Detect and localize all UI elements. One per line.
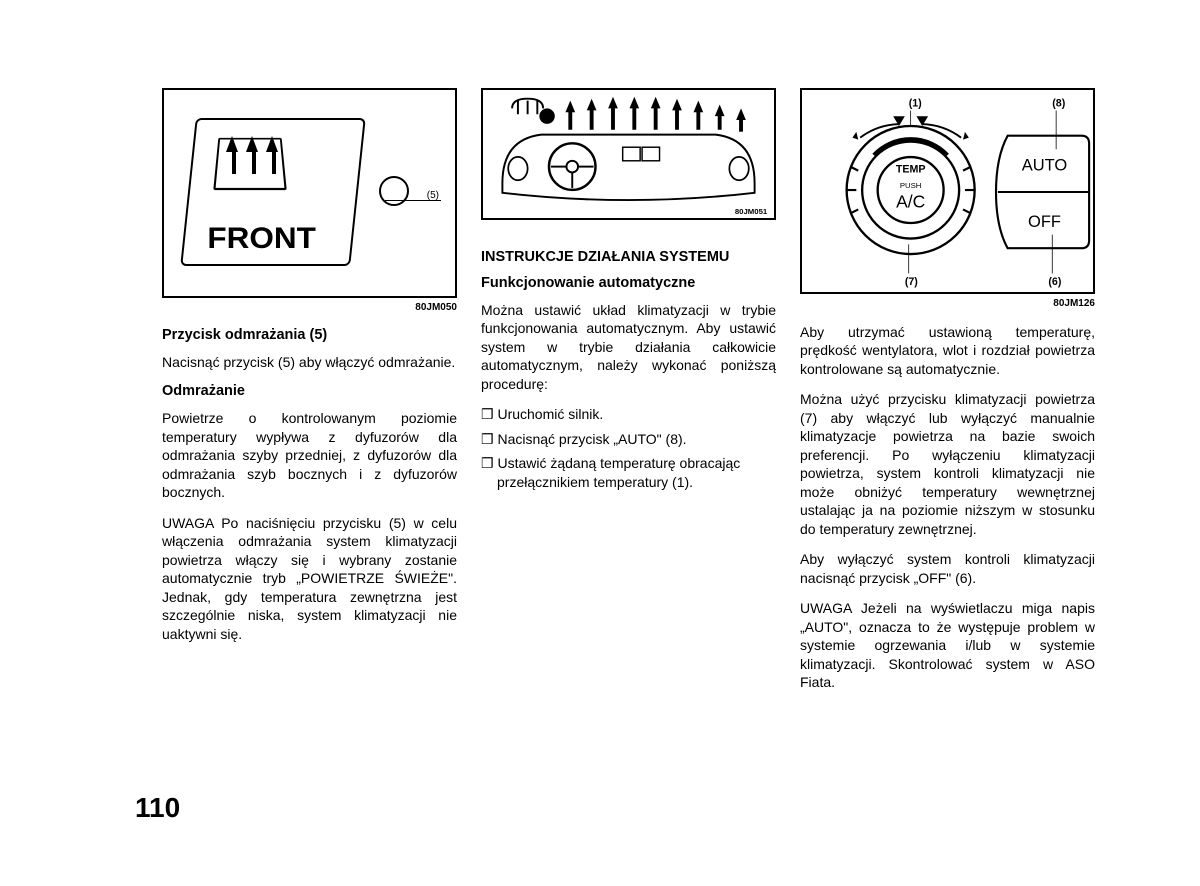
heading-defrost-button: Przycisk odmrażania (5) (162, 327, 457, 343)
page-content: FRONT (5) 80JM050 Przycisk odmrażania (5… (162, 88, 1095, 703)
body-text: Nacisnąć przycisk (5) aby włączyć odmraż… (162, 353, 457, 371)
heading-system-instructions: INSTRUKCJE DZIAŁANIA SYSTEMU (481, 249, 776, 265)
arrow-up-icon (266, 136, 278, 152)
indicator-circle-icon (379, 176, 409, 206)
arrow-stem (272, 152, 276, 174)
ac-label: A/C (896, 191, 925, 211)
off-label: OFF (1028, 213, 1061, 231)
figure-ac-dial: (1) (8) (7) (6) (800, 88, 1095, 294)
list-item: Ustawić żądaną temperaturę obracając prz… (481, 454, 776, 491)
figure-front-defrost: FRONT (5) (162, 88, 457, 298)
column-2: 80JM051 80JM051 INSTRUKCJE DZIAŁANIA SYS… (481, 88, 776, 703)
arrow-up-icon (246, 136, 258, 152)
figure-airflow-dashboard: 80JM051 (481, 88, 776, 220)
front-label: FRONT (207, 222, 315, 256)
figure-caption: 80JM050 (162, 302, 457, 313)
body-text: Można ustawić układ klimatyzacji w trybi… (481, 301, 776, 393)
arrow-up-icon (226, 136, 238, 152)
heading-defrost: Odmrażanie (162, 383, 457, 399)
body-text: Aby wyłączyć system kontroli klimatyzacj… (800, 550, 1095, 587)
push-label: PUSH (900, 181, 922, 190)
arrow-stem (232, 152, 236, 174)
auto-label: AUTO (1022, 157, 1068, 175)
callout-1: (1) (909, 98, 922, 110)
page-number: 110 (135, 792, 180, 824)
list-item: Uruchomić silnik. (481, 405, 776, 423)
callout-6: (6) (1048, 276, 1061, 288)
body-text: Można użyć przycisku klimatyzacji powiet… (800, 390, 1095, 538)
body-text-note: UWAGA Jeżeli na wyświetlaczu miga napis … (800, 599, 1095, 691)
list-item: Nacisnąć przycisk „AUTO" (8). (481, 430, 776, 448)
callout-5: (5) (427, 190, 439, 201)
body-text-note: UWAGA Po naciśnięciu przycisku (5) w cel… (162, 514, 457, 643)
ac-dial-svg: (1) (8) (7) (6) (802, 90, 1093, 292)
body-text: Powietrze o kontrolowanym poziomie tempe… (162, 409, 457, 501)
heading-auto-operation: Funkcjonowanie automatyczne (481, 275, 776, 291)
airflow-svg: 80JM051 (483, 90, 774, 218)
figure-caption: 80JM126 (800, 298, 1095, 309)
callout-7: (7) (905, 276, 918, 288)
caption-in-svg: 80JM051 (735, 207, 768, 216)
body-text: Aby utrzymać ustawioną temperaturę, pręd… (800, 323, 1095, 378)
column-3: (1) (8) (7) (6) (800, 88, 1095, 703)
temp-label: TEMP (896, 164, 926, 176)
arrow-stem (252, 152, 256, 174)
column-1: FRONT (5) 80JM050 Przycisk odmrażania (5… (162, 88, 457, 703)
callout-8: (8) (1052, 98, 1065, 110)
